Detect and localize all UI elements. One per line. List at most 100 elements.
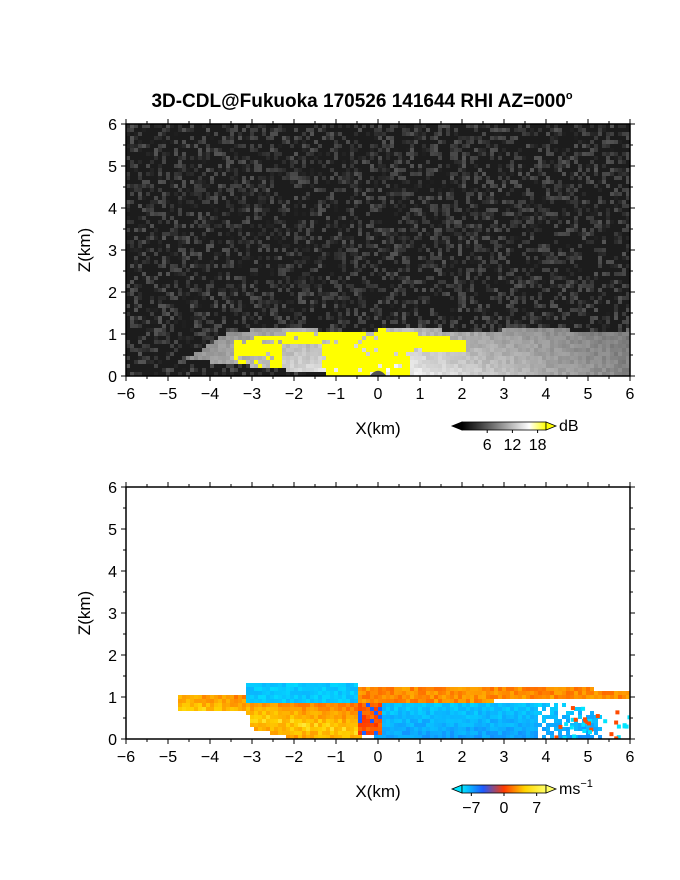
echo-cell xyxy=(626,372,630,376)
noise-cell xyxy=(614,208,618,212)
echo-cell xyxy=(326,372,330,376)
noise-cell xyxy=(626,152,630,156)
noise-cell xyxy=(158,200,162,204)
echo-cell xyxy=(598,336,602,340)
intensity-y-tick-label: 4 xyxy=(108,201,117,218)
noise-cell xyxy=(562,284,566,288)
noise-cell xyxy=(550,152,554,156)
noise-cell xyxy=(534,264,538,268)
noise-cell xyxy=(450,148,454,152)
noise-cell xyxy=(518,236,522,240)
noise-cell xyxy=(290,264,294,268)
echo-cell xyxy=(534,372,538,376)
noise-cell xyxy=(530,248,534,252)
noise-cell xyxy=(418,132,422,136)
noise-cell xyxy=(366,160,370,164)
noise-cell xyxy=(190,308,194,312)
echo-cell xyxy=(626,360,630,364)
noise-cell xyxy=(302,236,306,240)
noise-cell xyxy=(438,248,442,252)
noise-cell xyxy=(562,312,566,316)
echo-cell xyxy=(258,340,262,344)
noise-cell xyxy=(178,268,182,272)
echo-cell xyxy=(310,328,314,332)
noise-cell xyxy=(442,180,446,184)
noise-cell xyxy=(254,208,258,212)
noise-cell xyxy=(474,308,478,312)
echo-cell xyxy=(618,332,622,336)
noise-cell xyxy=(446,228,450,232)
noise-cell xyxy=(566,160,570,164)
noise-cell xyxy=(206,196,210,200)
noise-cell xyxy=(450,156,454,160)
echo-cell xyxy=(538,352,542,356)
echo-cell xyxy=(618,344,622,348)
noise-cell xyxy=(382,168,386,172)
noise-cell xyxy=(310,300,314,304)
noise-cell xyxy=(402,248,406,252)
noise-cell xyxy=(602,248,606,252)
noise-cell xyxy=(374,204,378,208)
velocity-cell xyxy=(254,711,258,715)
echo-cell xyxy=(218,356,222,360)
echo-cell xyxy=(394,368,398,372)
echo-cell xyxy=(354,332,358,336)
echo-cell xyxy=(350,360,354,364)
velocity-cell xyxy=(282,683,286,687)
noise-cell xyxy=(582,132,586,136)
noise-cell xyxy=(334,236,338,240)
noise-cell xyxy=(438,228,442,232)
echo-cell xyxy=(530,360,534,364)
echo-cell xyxy=(550,332,554,336)
noise-cell xyxy=(518,296,522,300)
noise-cell xyxy=(222,264,226,268)
noise-cell xyxy=(170,292,174,296)
noise-cell xyxy=(294,176,298,180)
echo-cell xyxy=(514,356,518,360)
noise-cell xyxy=(502,200,506,204)
noise-cell xyxy=(290,144,294,148)
noise-cell xyxy=(138,160,142,164)
echo-cell xyxy=(542,372,546,376)
intensity-x-tick-label: −6 xyxy=(117,386,135,403)
noise-cell xyxy=(402,216,406,220)
noise-cell xyxy=(238,224,242,228)
echo-cell xyxy=(298,352,302,356)
noise-cell xyxy=(230,140,234,144)
noise-cell xyxy=(294,204,298,208)
noise-cell xyxy=(430,136,434,140)
noise-cell xyxy=(498,176,502,180)
noise-cell xyxy=(570,252,574,256)
noise-cell xyxy=(478,308,482,312)
echo-cell xyxy=(518,344,522,348)
echo-cell xyxy=(614,336,618,340)
echo-cell xyxy=(406,368,410,372)
noise-cell xyxy=(386,236,390,240)
echo-cell xyxy=(530,352,534,356)
echo-cell xyxy=(626,340,630,344)
noise-cell xyxy=(314,180,318,184)
noise-cell xyxy=(274,256,278,260)
noise-cell xyxy=(446,292,450,296)
noise-cell xyxy=(270,312,274,316)
noise-cell xyxy=(422,288,426,292)
noise-cell xyxy=(358,168,362,172)
noise-cell xyxy=(126,240,130,244)
echo-cell xyxy=(442,364,446,368)
noise-cell xyxy=(178,332,182,336)
noise-cell xyxy=(302,248,306,252)
noise-cell xyxy=(250,232,254,236)
noise-cell xyxy=(446,192,450,196)
noise-cell xyxy=(514,136,518,140)
noise-cell xyxy=(394,232,398,236)
noise-cell xyxy=(230,148,234,152)
echo-cell xyxy=(422,360,426,364)
noise-cell xyxy=(458,244,462,248)
radar-site-marker xyxy=(369,370,387,376)
noise-cell xyxy=(542,268,546,272)
noise-cell xyxy=(142,228,146,232)
echo-cell xyxy=(274,348,278,352)
noise-cell xyxy=(366,200,370,204)
echo-cell xyxy=(558,360,562,364)
